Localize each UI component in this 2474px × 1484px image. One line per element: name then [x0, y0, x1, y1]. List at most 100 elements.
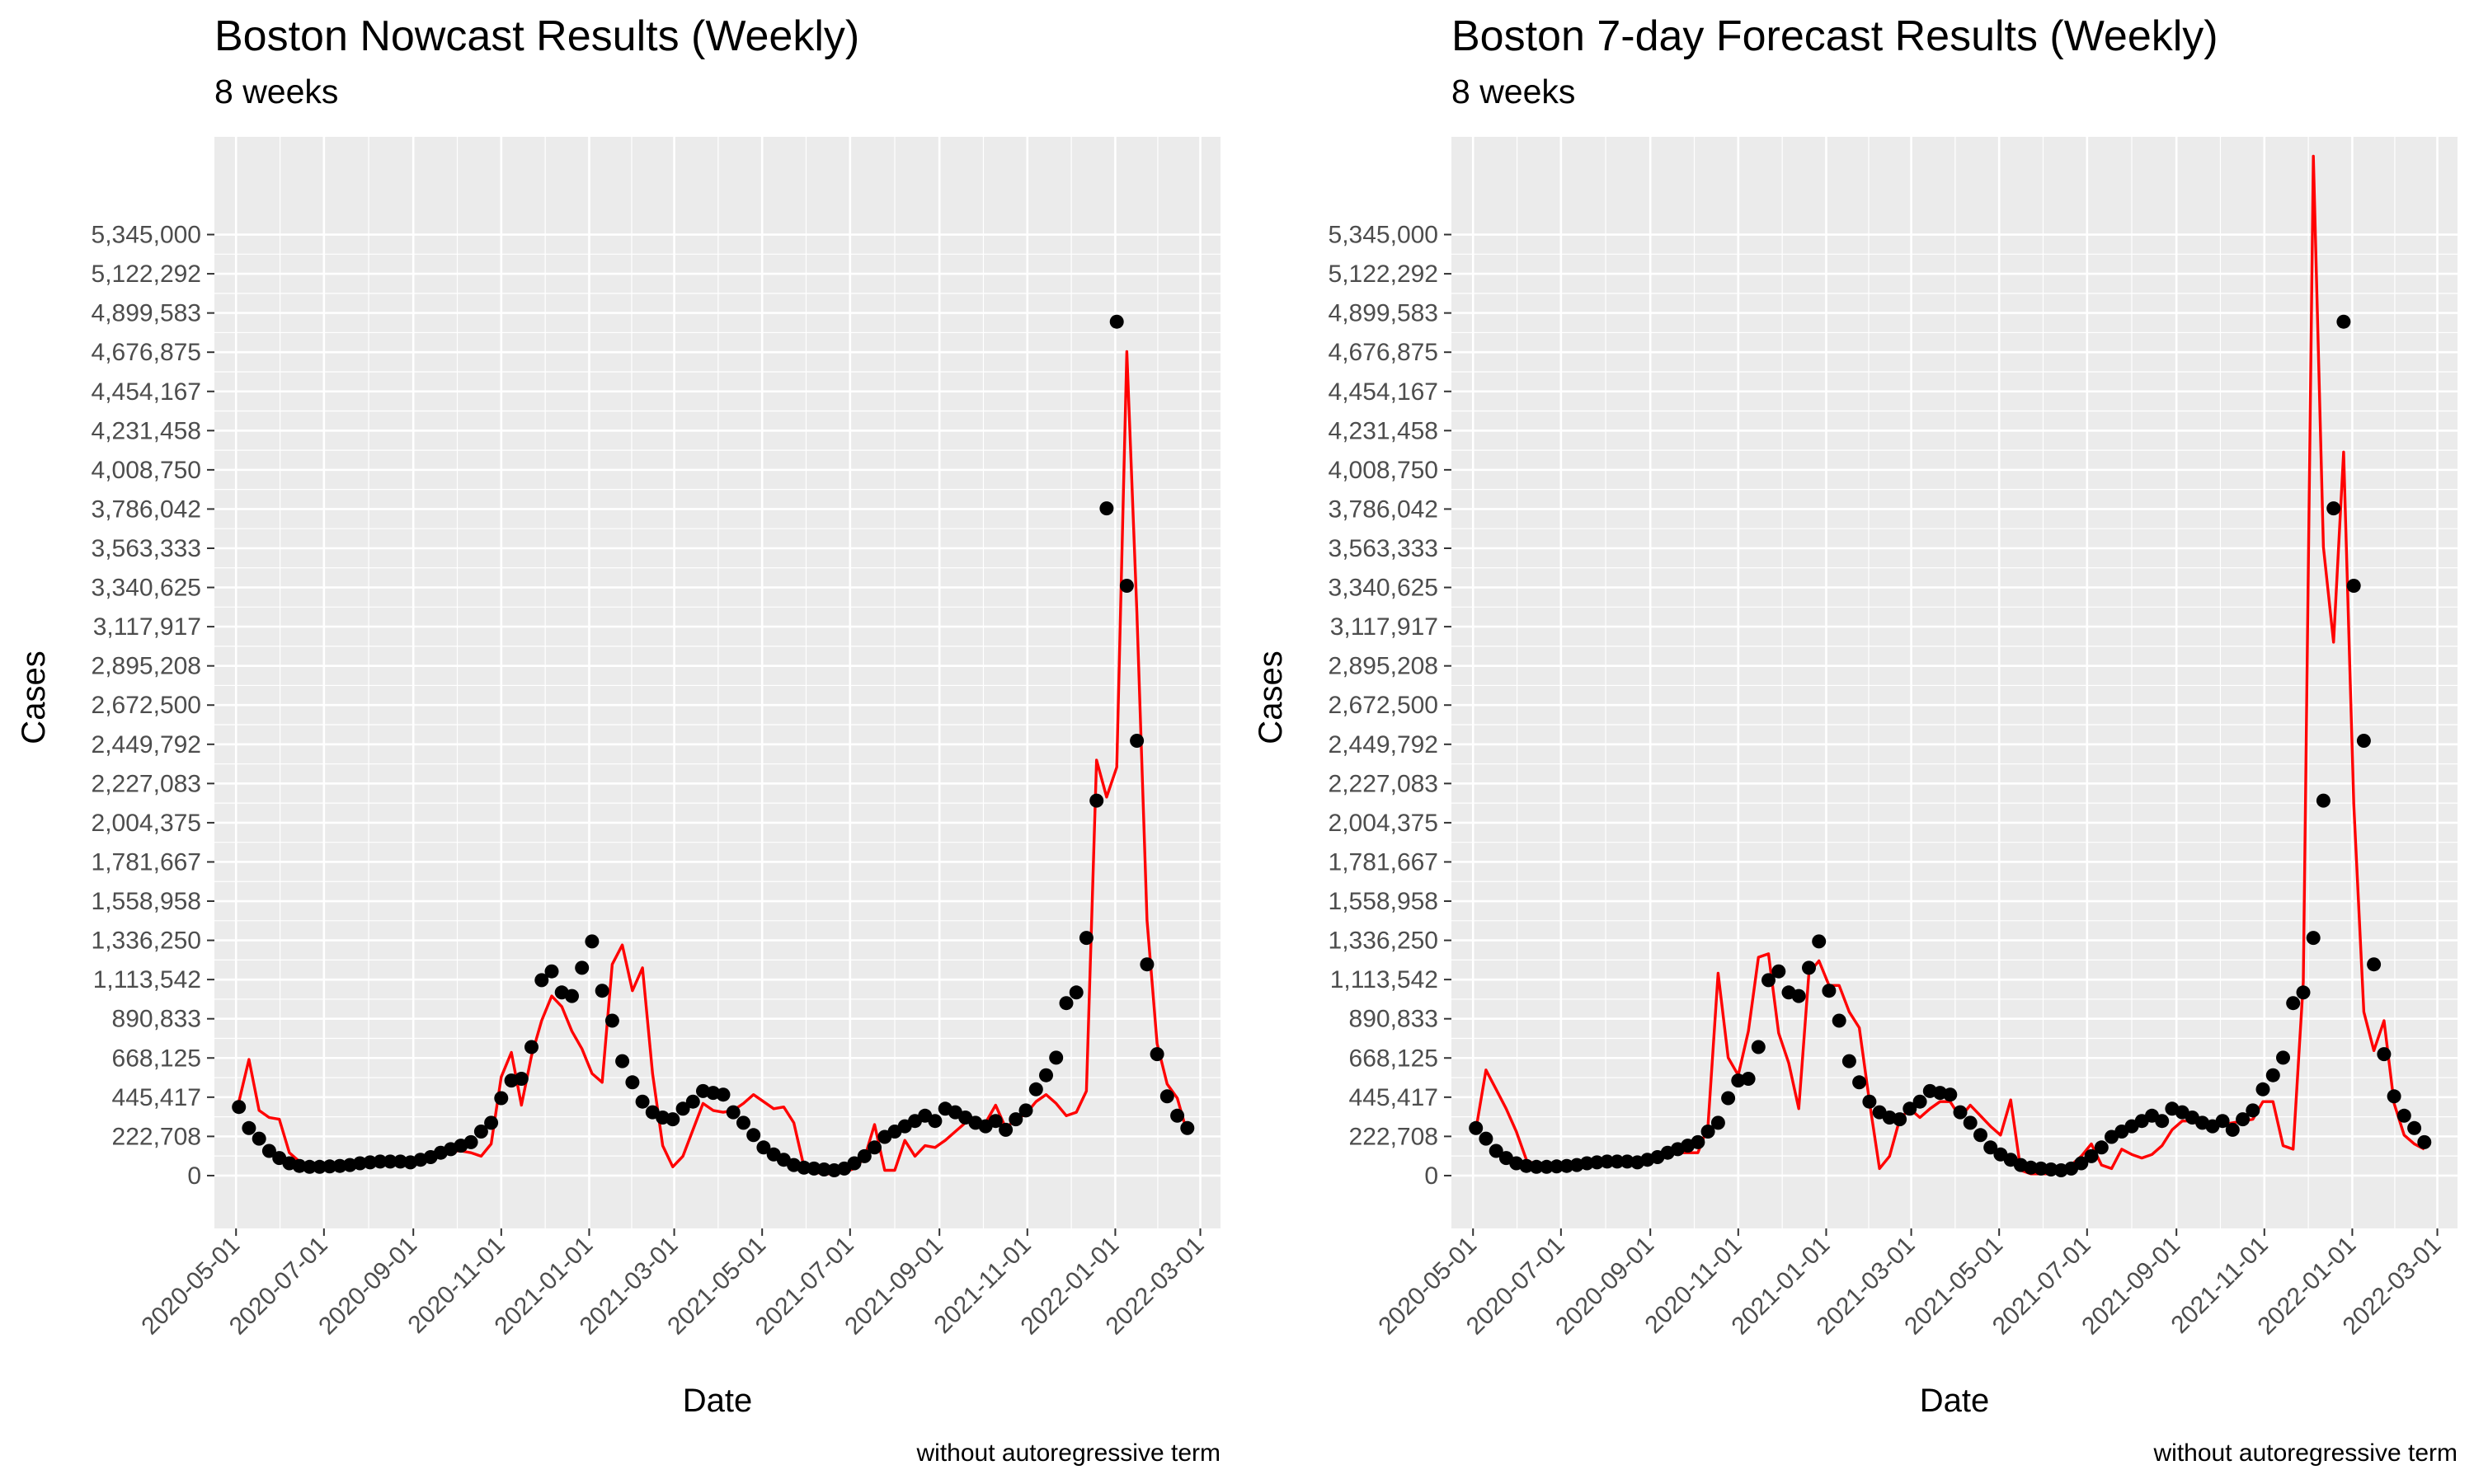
forecast-chart: 0 222,708 445,417 668,125 890,833 1,113,542 1,…	[1253, 137, 2458, 1467]
data-point	[857, 1148, 872, 1163]
data-point	[292, 1158, 307, 1173]
data-point	[1953, 1105, 1968, 1120]
data-point	[1610, 1154, 1625, 1169]
y-tick-label: 5,122,292	[92, 261, 201, 288]
data-point	[1550, 1159, 1564, 1174]
data-point	[261, 1144, 276, 1158]
data-point	[2074, 1156, 2089, 1171]
data-point	[2377, 1047, 2392, 1062]
forecast-panel: Boston 7-day Forecast Results (Weekly) 8…	[1237, 0, 2474, 1484]
y-tick-label: 2,449,792	[1329, 731, 1438, 758]
data-point	[363, 1155, 378, 1170]
data-point	[484, 1115, 499, 1130]
grid-lines	[214, 137, 1221, 1228]
data-point	[1069, 985, 1084, 1000]
data-point	[383, 1154, 397, 1169]
y-tick-label: 1,113,542	[93, 966, 201, 993]
data-point	[1089, 793, 1104, 808]
data-point	[1903, 1101, 1917, 1116]
data-point	[494, 1091, 509, 1106]
data-point	[1519, 1158, 1534, 1173]
data-point	[2326, 501, 2341, 516]
y-tick-label: 222,708	[112, 1123, 201, 1150]
data-point	[1529, 1159, 1544, 1174]
y-tick-label: 3,563,333	[1329, 535, 1438, 562]
data-point	[604, 1013, 619, 1028]
data-point	[2155, 1114, 2170, 1129]
data-point	[807, 1161, 821, 1176]
y-tick-label: 3,786,042	[92, 495, 201, 523]
data-point	[2296, 985, 2311, 1000]
data-point	[1751, 1040, 1766, 1054]
data-point	[1721, 1091, 1736, 1106]
data-point	[1893, 1112, 1907, 1127]
y-axis-ticks: 0 222,708 445,417 668,125 890,833 1,113,542 1,…	[1329, 222, 1451, 1190]
y-tick-label: 2,004,375	[1329, 810, 1438, 837]
data-point	[2225, 1122, 2240, 1137]
y-tick-label: 3,340,625	[92, 575, 201, 602]
data-point	[2255, 1082, 2270, 1097]
data-point	[2346, 579, 2361, 593]
data-point	[2246, 1103, 2260, 1118]
data-point	[514, 1072, 529, 1086]
y-tick-label: 1,558,958	[1329, 888, 1438, 915]
data-point	[797, 1160, 811, 1175]
y-tick-label: 668,125	[112, 1045, 201, 1072]
data-point	[868, 1140, 882, 1155]
y-tick-label: 890,833	[112, 1006, 201, 1033]
data-point	[232, 1100, 247, 1115]
plot-background	[214, 137, 1221, 1228]
data-point	[1691, 1134, 1705, 1149]
data-point	[1710, 1115, 1725, 1130]
y-axis-title: Cases	[16, 650, 52, 744]
data-point	[2084, 1148, 2099, 1163]
y-tick-label: 4,231,458	[92, 417, 201, 444]
data-point	[1822, 984, 1837, 998]
data-point	[1943, 1087, 1958, 1102]
y-tick-label: 2,672,500	[1329, 692, 1438, 719]
series-layer	[1469, 154, 2432, 1177]
data-point	[1180, 1120, 1195, 1135]
data-point	[1600, 1154, 1615, 1169]
data-point	[726, 1105, 741, 1120]
y-tick-label: 2,227,083	[1329, 770, 1438, 797]
data-point	[1099, 501, 1114, 516]
data-point	[1620, 1154, 1634, 1169]
data-point	[565, 989, 579, 1003]
data-point	[928, 1114, 943, 1129]
data-point	[473, 1125, 488, 1139]
data-point	[1130, 734, 1145, 748]
y-axis-ticks: 0 222,708 445,417 668,125 890,833 1,113,542 1,…	[92, 222, 214, 1190]
y-tick-label: 3,117,917	[93, 613, 201, 641]
y-tick-label: 3,340,625	[1329, 575, 1438, 602]
y-axis-title: Cases	[1253, 650, 1289, 744]
nowcast-panel: Boston Nowcast Results (Weekly) 8 weeks …	[16, 12, 1221, 1467]
data-point	[1812, 934, 1827, 949]
data-point	[1469, 1120, 1484, 1135]
data-point	[252, 1131, 266, 1146]
chart-caption: without autoregressive term	[2153, 1439, 2458, 1467]
data-point	[716, 1087, 731, 1102]
data-point	[2407, 1120, 2422, 1135]
data-point	[1059, 996, 1074, 1011]
data-point	[1489, 1144, 1503, 1158]
data-point	[746, 1128, 761, 1143]
data-point	[1009, 1112, 1023, 1127]
y-tick-label: 4,676,875	[92, 339, 201, 366]
data-point	[2367, 957, 2382, 972]
data-point	[1159, 1089, 1174, 1104]
data-point	[2387, 1089, 2401, 1104]
data-point	[999, 1122, 1014, 1137]
data-point	[1479, 1131, 1493, 1146]
data-point	[1852, 1075, 1867, 1090]
grid-lines	[1451, 137, 2458, 1228]
y-tick-label: 2,449,792	[92, 731, 201, 758]
data-point	[1791, 989, 1806, 1003]
y-tick-label: 5,122,292	[1329, 261, 1438, 288]
data-point	[1109, 314, 1124, 329]
data-point	[1983, 1140, 1998, 1155]
data-point	[332, 1158, 347, 1173]
y-tick-label: 1,336,250	[1329, 928, 1438, 955]
data-point	[2265, 1068, 2280, 1082]
data-point	[393, 1154, 407, 1169]
